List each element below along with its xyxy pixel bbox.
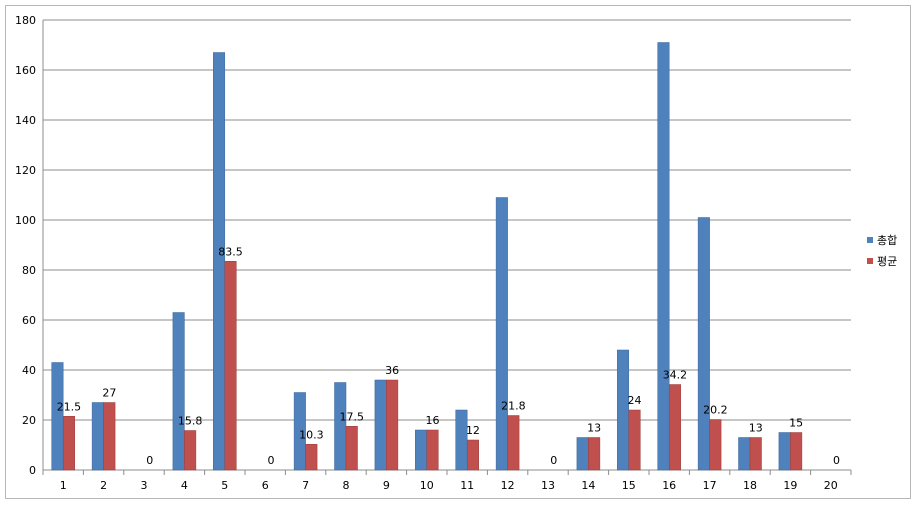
y-tick-label: 80: [22, 264, 36, 277]
legend-label: 평균: [877, 255, 897, 268]
x-tick-label: 14: [581, 479, 595, 492]
x-tick-label: 10: [420, 479, 434, 492]
y-tick-label: 40: [22, 364, 36, 377]
bar-average: [345, 426, 358, 471]
y-tick-label: 0: [29, 464, 36, 477]
bar-total: [91, 402, 104, 471]
data-label: 34.2: [663, 369, 688, 382]
data-label: 12: [466, 424, 480, 437]
bar-total: [697, 217, 710, 471]
x-tick-label: 4: [181, 479, 188, 492]
legend-swatch: [867, 258, 873, 264]
bar-average: [588, 437, 601, 471]
bar-average: [790, 432, 803, 471]
data-label: 27: [102, 387, 116, 400]
data-label: 16: [426, 414, 440, 427]
x-tick-label: 1: [60, 479, 67, 492]
bar-average: [426, 429, 439, 471]
data-label: 13: [587, 422, 601, 435]
y-tick-label: 120: [15, 164, 36, 177]
bar-total: [617, 349, 630, 471]
x-tick-label: 20: [824, 479, 838, 492]
bar-total: [778, 432, 791, 471]
bar-average: [668, 384, 681, 471]
x-tick-label: 13: [541, 479, 555, 492]
bar-average: [628, 409, 641, 471]
bar-average: [749, 437, 762, 471]
data-label: 21.5: [57, 400, 82, 413]
x-tick-label: 5: [221, 479, 228, 492]
y-tick-label: 20: [22, 414, 36, 427]
x-tick-label: 18: [743, 479, 757, 492]
bar-total: [495, 197, 508, 471]
data-label: 10.3: [299, 428, 324, 441]
data-label: 15: [789, 417, 803, 430]
bar-average: [466, 439, 479, 471]
bar-average: [103, 402, 116, 471]
y-tick-label: 60: [22, 314, 36, 327]
data-label: 17.5: [340, 410, 365, 423]
bar-total: [172, 312, 185, 471]
data-label: 15.8: [178, 415, 203, 428]
data-label: 36: [385, 364, 399, 377]
data-label: 13: [749, 422, 763, 435]
x-tick-label: 15: [622, 479, 636, 492]
bar-total: [576, 437, 589, 471]
bar-total: [415, 429, 428, 471]
bar-average: [62, 416, 75, 471]
data-label: 20.2: [703, 404, 728, 417]
bar-total: [213, 52, 226, 471]
y-tick-label: 100: [15, 214, 36, 227]
bar-total: [293, 392, 306, 471]
y-tick-label: 160: [15, 64, 36, 77]
data-label: 24: [628, 394, 642, 407]
x-tick-label: 3: [141, 479, 148, 492]
x-tick-label: 16: [662, 479, 676, 492]
data-label: 0: [146, 454, 153, 467]
bar-total: [374, 379, 387, 471]
x-tick-label: 17: [703, 479, 717, 492]
data-label: 0: [550, 454, 557, 467]
bar-average: [507, 415, 520, 471]
bar-average: [184, 430, 197, 471]
data-label: 0: [833, 454, 840, 467]
bar-average: [386, 379, 399, 471]
legend-swatch: [867, 237, 873, 243]
bar-total: [51, 362, 64, 471]
x-tick-label: 7: [302, 479, 309, 492]
x-tick-label: 8: [343, 479, 350, 492]
data-label: 0: [267, 454, 274, 467]
x-tick-label: 12: [501, 479, 515, 492]
x-tick-label: 2: [100, 479, 107, 492]
bar-total: [657, 42, 670, 471]
bar-total: [334, 382, 347, 471]
data-label: 83.5: [218, 245, 243, 258]
y-tick-label: 180: [15, 14, 36, 27]
bar-average: [709, 419, 722, 471]
bar-total: [738, 437, 751, 471]
y-tick-label: 140: [15, 114, 36, 127]
x-tick-label: 11: [460, 479, 474, 492]
data-label: 21.8: [501, 400, 526, 413]
x-tick-label: 19: [783, 479, 797, 492]
x-tick-label: 9: [383, 479, 390, 492]
legend-label: 총합: [877, 234, 897, 247]
bar-average: [224, 261, 237, 471]
bar-average: [305, 444, 318, 471]
bar-total: [455, 409, 468, 471]
x-tick-label: 6: [262, 479, 269, 492]
